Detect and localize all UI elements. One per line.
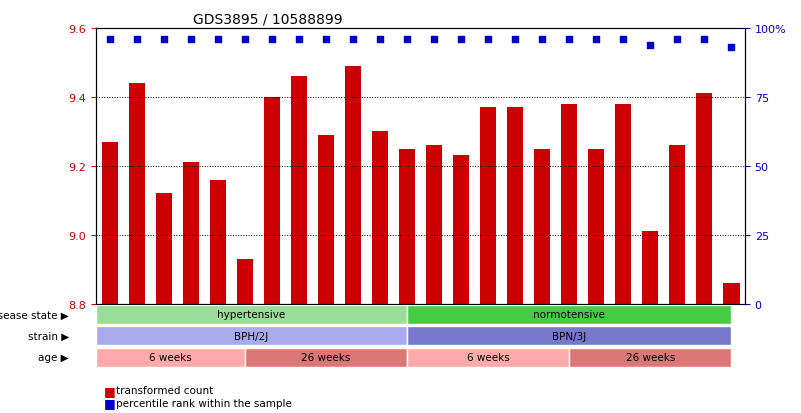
Text: percentile rank within the sample: percentile rank within the sample xyxy=(116,398,292,408)
Text: strain ▶: strain ▶ xyxy=(28,331,69,341)
Text: BPN/3J: BPN/3J xyxy=(0,412,1,413)
Text: BPN/3J: BPN/3J xyxy=(552,331,586,341)
Point xyxy=(509,37,521,43)
Bar xyxy=(642,232,658,304)
Text: normotensive: normotensive xyxy=(533,310,605,320)
FancyBboxPatch shape xyxy=(407,348,570,367)
Bar xyxy=(237,259,253,304)
Text: age ▶: age ▶ xyxy=(0,412,1,413)
Point xyxy=(103,37,116,43)
FancyBboxPatch shape xyxy=(407,348,570,367)
Text: BPH/2J: BPH/2J xyxy=(235,331,268,341)
Text: 26 weeks: 26 weeks xyxy=(0,412,1,413)
Bar xyxy=(399,149,415,304)
Text: strain ▶: strain ▶ xyxy=(0,412,1,413)
Bar xyxy=(183,163,199,304)
Text: ■: ■ xyxy=(104,396,116,409)
FancyBboxPatch shape xyxy=(96,305,407,324)
Bar xyxy=(507,108,523,304)
Bar xyxy=(561,104,578,304)
FancyBboxPatch shape xyxy=(96,326,407,346)
FancyBboxPatch shape xyxy=(96,305,407,324)
FancyBboxPatch shape xyxy=(245,348,407,367)
Text: GDS3895 / 10588899: GDS3895 / 10588899 xyxy=(194,12,343,26)
Bar xyxy=(155,194,171,304)
Point xyxy=(617,37,630,43)
FancyBboxPatch shape xyxy=(570,348,731,367)
Point xyxy=(211,37,224,43)
Bar xyxy=(344,67,361,304)
Point xyxy=(536,37,549,43)
Text: ■: ■ xyxy=(104,384,116,397)
Text: normotensive: normotensive xyxy=(0,412,1,413)
Point xyxy=(131,37,143,43)
Point xyxy=(265,37,278,43)
Bar xyxy=(588,149,605,304)
Bar xyxy=(480,108,496,304)
Text: 6 weeks: 6 weeks xyxy=(467,352,509,362)
Point xyxy=(239,37,252,43)
Text: hypertensive: hypertensive xyxy=(0,412,1,413)
FancyBboxPatch shape xyxy=(96,326,407,346)
Bar xyxy=(723,283,739,304)
Point xyxy=(698,37,710,43)
Point xyxy=(428,37,441,43)
Point xyxy=(481,37,494,43)
Point xyxy=(320,37,332,43)
Point xyxy=(671,37,684,43)
Text: transformed count: transformed count xyxy=(116,385,213,395)
Point xyxy=(184,37,197,43)
Bar xyxy=(210,180,226,304)
Text: 6 weeks: 6 weeks xyxy=(0,412,1,413)
Point xyxy=(373,37,386,43)
Text: age ▶: age ▶ xyxy=(38,352,69,362)
FancyBboxPatch shape xyxy=(407,326,731,346)
Bar xyxy=(453,156,469,304)
Bar xyxy=(264,97,280,304)
Text: hypertensive: hypertensive xyxy=(217,310,286,320)
Point xyxy=(644,42,657,49)
Bar xyxy=(534,149,550,304)
Text: 6 weeks: 6 weeks xyxy=(0,412,1,413)
Point xyxy=(590,37,602,43)
Bar xyxy=(696,94,713,304)
FancyBboxPatch shape xyxy=(96,348,245,367)
FancyBboxPatch shape xyxy=(407,305,731,324)
FancyBboxPatch shape xyxy=(570,348,731,367)
Text: disease state ▶: disease state ▶ xyxy=(0,310,69,320)
Point xyxy=(157,37,170,43)
FancyBboxPatch shape xyxy=(407,326,731,346)
Text: 26 weeks: 26 weeks xyxy=(301,352,351,362)
Bar xyxy=(318,135,334,304)
Text: 6 weeks: 6 weeks xyxy=(149,352,191,362)
Point xyxy=(563,37,576,43)
Point xyxy=(455,37,468,43)
Bar xyxy=(291,77,307,304)
Point xyxy=(292,37,305,43)
Point xyxy=(725,45,738,52)
FancyBboxPatch shape xyxy=(245,348,407,367)
Text: 26 weeks: 26 weeks xyxy=(0,412,1,413)
Bar xyxy=(102,142,118,304)
Bar xyxy=(670,146,686,304)
Point xyxy=(347,37,360,43)
Bar xyxy=(128,84,145,304)
Text: 26 weeks: 26 weeks xyxy=(626,352,675,362)
Bar xyxy=(372,132,388,304)
FancyBboxPatch shape xyxy=(407,305,731,324)
Point xyxy=(400,37,413,43)
FancyBboxPatch shape xyxy=(96,348,245,367)
Text: disease state ▶: disease state ▶ xyxy=(0,412,1,413)
Bar xyxy=(615,104,631,304)
Bar xyxy=(426,146,442,304)
Text: BPH/2J: BPH/2J xyxy=(0,412,1,413)
